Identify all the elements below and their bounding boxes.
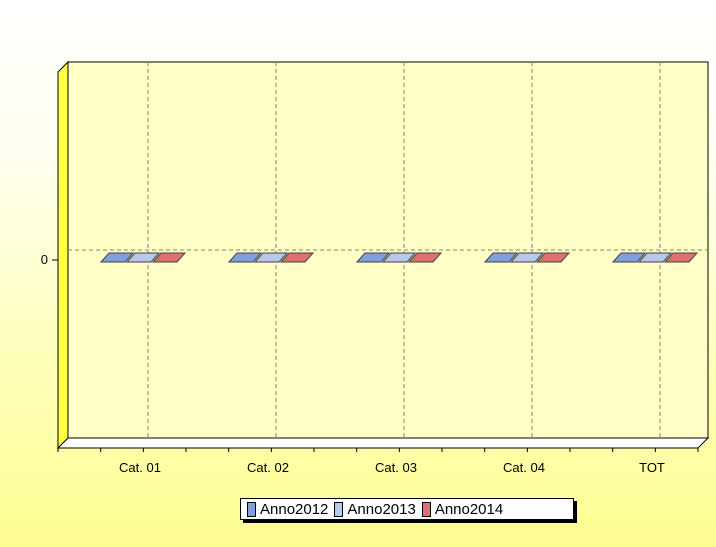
bar-top bbox=[611, 252, 647, 263]
bar-top bbox=[253, 252, 289, 263]
bar-top bbox=[279, 252, 315, 263]
legend-swatch bbox=[247, 501, 256, 517]
bar-top bbox=[535, 252, 571, 263]
x-tick-label: Cat. 04 bbox=[503, 460, 545, 475]
x-tick-label: Cat. 03 bbox=[375, 460, 417, 475]
legend-label: Anno2014 bbox=[434, 500, 504, 518]
bar-top bbox=[355, 252, 391, 263]
bar-top bbox=[227, 252, 263, 263]
legend-item: Anno2012 bbox=[247, 501, 328, 518]
x-tick-label: Cat. 01 bbox=[119, 460, 161, 475]
legend-swatch bbox=[421, 501, 431, 517]
bar-top bbox=[125, 252, 161, 263]
floor bbox=[56, 437, 710, 449]
bar-top bbox=[483, 252, 519, 263]
side-wall bbox=[57, 60, 69, 450]
bar-top bbox=[509, 252, 545, 263]
bar-top bbox=[381, 252, 417, 263]
x-tick-label: TOT bbox=[639, 460, 665, 475]
bar-top bbox=[637, 252, 673, 263]
legend: Anno2012 Anno2013 Anno2014 bbox=[240, 498, 574, 520]
legend-swatch bbox=[334, 501, 344, 517]
bar-top bbox=[663, 252, 699, 263]
legend-item: Anno2014 bbox=[421, 500, 504, 518]
legend-item: Anno2013 bbox=[334, 500, 416, 518]
back-wall bbox=[67, 61, 709, 439]
bar-top bbox=[99, 252, 135, 263]
x-tick-label: Cat. 02 bbox=[247, 460, 289, 475]
bar-top bbox=[407, 252, 443, 263]
legend-label: Anno2013 bbox=[347, 500, 416, 518]
bar-top bbox=[151, 252, 187, 263]
y-tick-label: 0 bbox=[41, 252, 48, 267]
legend-label: Anno2012 bbox=[260, 500, 329, 518]
